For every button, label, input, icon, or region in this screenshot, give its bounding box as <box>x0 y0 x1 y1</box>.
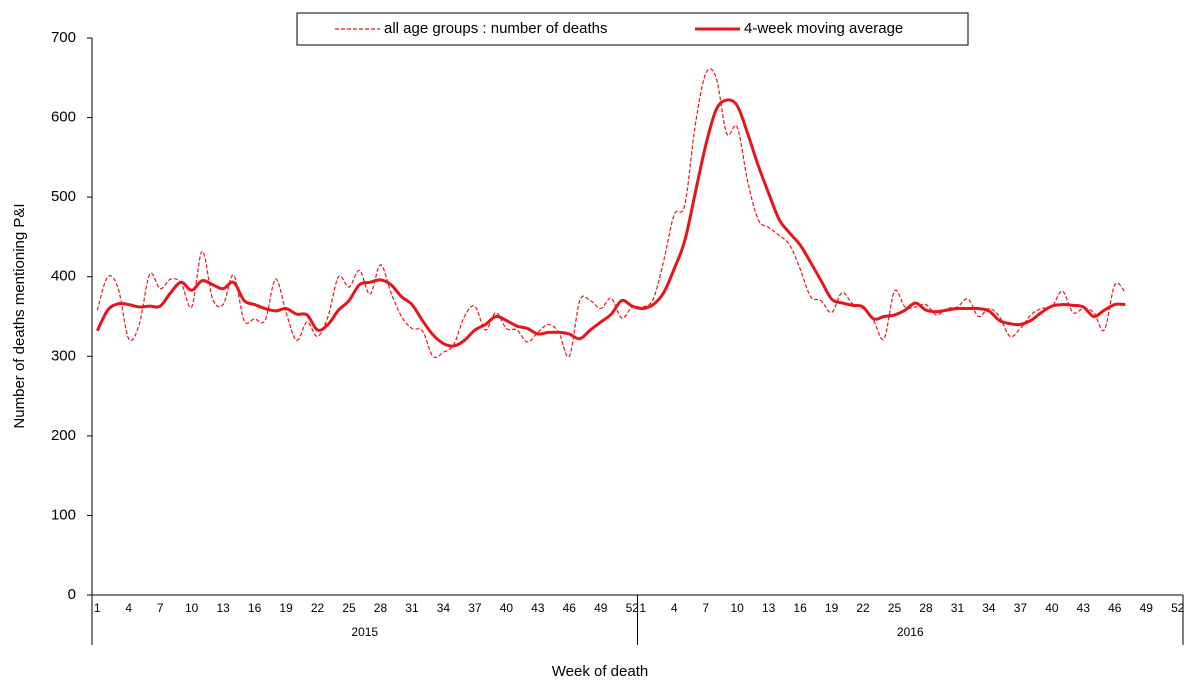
legend-label: all age groups : number of deaths <box>384 20 607 37</box>
legend-box <box>296 12 969 46</box>
x-tick-label: 16 <box>248 601 262 615</box>
x-tick-label: 40 <box>1045 601 1059 615</box>
series-line <box>95 98 1126 348</box>
x-tick-label: 13 <box>216 601 230 615</box>
x-tick-label: 13 <box>762 601 776 615</box>
y-tick-label: 500 <box>51 188 76 205</box>
y-tick-label: 400 <box>51 268 76 285</box>
y-tick-label: 600 <box>51 109 76 126</box>
group-label: 2016 <box>897 625 924 639</box>
x-tick-label: 34 <box>437 601 451 615</box>
x-tick-label: 40 <box>500 601 514 615</box>
y-axis-title: Number of deaths mentioning P&I <box>11 203 28 428</box>
x-axis-title: Week of death <box>552 663 648 680</box>
x-tick-label: 43 <box>1077 601 1091 615</box>
x-tick-label: 28 <box>919 601 933 615</box>
x-tick-label: 49 <box>1140 601 1154 615</box>
x-tick-label: 28 <box>374 601 388 615</box>
legend-label: 4-week moving average <box>744 20 903 37</box>
x-tick-label: 1 <box>94 601 101 615</box>
x-tick-label: 10 <box>185 601 199 615</box>
x-tick-label: 37 <box>468 601 482 615</box>
x-tick-label: 1 <box>639 601 646 615</box>
x-tick-label: 22 <box>856 601 870 615</box>
group-label: 2015 <box>351 625 378 639</box>
x-tick-label: 4 <box>671 601 678 615</box>
x-tick-label: 16 <box>793 601 807 615</box>
x-tick-label: 22 <box>311 601 325 615</box>
y-tick-label: 200 <box>51 427 76 444</box>
x-tick-label: 52 <box>1171 601 1185 615</box>
x-tick-label: 7 <box>702 601 709 615</box>
x-tick-label: 7 <box>157 601 164 615</box>
x-tick-label: 52 <box>626 601 640 615</box>
x-tick-label: 31 <box>405 601 419 615</box>
y-tick-label: 700 <box>51 29 76 46</box>
x-tick-label: 19 <box>825 601 839 615</box>
y-tick-label: 0 <box>68 586 76 603</box>
x-tick-label: 46 <box>563 601 577 615</box>
x-tick-label: 25 <box>888 601 902 615</box>
x-tick-label: 4 <box>125 601 132 615</box>
x-tick-label: 25 <box>342 601 356 615</box>
x-tick-label: 31 <box>951 601 965 615</box>
x-tick-label: 46 <box>1108 601 1122 615</box>
x-tick-label: 43 <box>531 601 545 615</box>
y-tick-label: 300 <box>51 347 76 364</box>
x-tick-label: 10 <box>730 601 744 615</box>
x-tick-label: 19 <box>279 601 293 615</box>
x-tick-label: 34 <box>982 601 996 615</box>
x-tick-label: 49 <box>594 601 608 615</box>
y-tick-label: 100 <box>51 506 76 523</box>
x-tick-label: 37 <box>1014 601 1028 615</box>
